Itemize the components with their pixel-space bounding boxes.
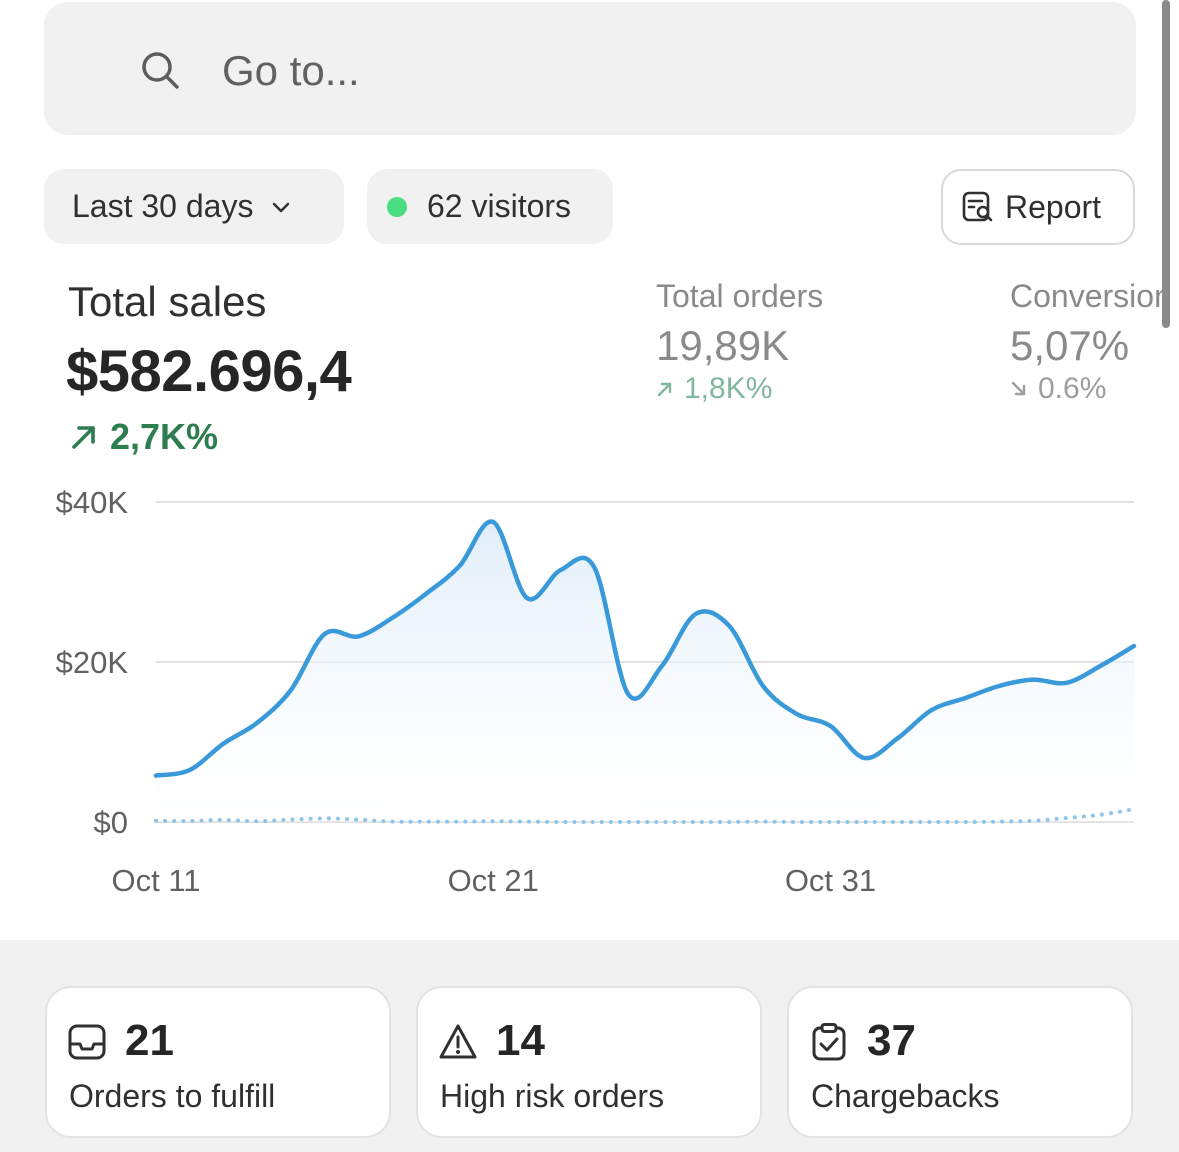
search-icon: [142, 52, 179, 89]
conversion-label: Conversion: [1010, 278, 1164, 314]
live-visitors-button[interactable]: 62 visitors: [367, 169, 613, 244]
conversion-change-value: 0.6%: [1038, 372, 1107, 405]
live-status-dot-icon: [387, 196, 407, 217]
total-sales-change: 2,7K%: [68, 416, 218, 458]
chargebacks-label: Chargebacks: [811, 1078, 1000, 1114]
sales-chart: $0 $20K $40K Oct 11 Oct 21 Oct 31: [56, 485, 1137, 898]
y-tick-label: $20K: [56, 645, 129, 680]
search-bar[interactable]: [44, 2, 1136, 135]
y-tick-label: $0: [94, 805, 128, 840]
high-risk-orders-label: High risk orders: [440, 1078, 665, 1114]
report-label: Report: [1005, 188, 1102, 225]
total-sales-value: $582.696,4: [66, 339, 352, 404]
warning-icon: [439, 1024, 477, 1059]
orders-to-fulfill-card[interactable]: 21 Orders to fulfill: [45, 986, 391, 1138]
report-button[interactable]: Report: [941, 169, 1135, 245]
orders-to-fulfill-count: 21: [125, 1016, 174, 1065]
date-range-selector[interactable]: Last 30 days: [44, 169, 344, 244]
clipboard-check-icon: [812, 1023, 846, 1061]
total-orders-change-value: 1,8K%: [684, 372, 773, 405]
arrow-down-right-icon: [1011, 381, 1026, 396]
sales-series-line: [153, 519, 1137, 778]
report-icon: [962, 191, 993, 222]
chargebacks-card[interactable]: 37 Chargebacks: [787, 986, 1133, 1138]
arrow-up-right-icon: [72, 426, 95, 449]
inbox-icon: [68, 1024, 106, 1060]
conversion-value: 5,07%: [1010, 322, 1130, 369]
total-sales-change-value: 2,7K%: [110, 416, 219, 457]
y-tick-label: $40K: [56, 485, 129, 520]
comparison-series-line: [154, 807, 1136, 825]
high-risk-orders-card[interactable]: 14 High risk orders: [416, 986, 762, 1138]
x-tick-label: Oct 11: [111, 863, 200, 898]
chargebacks-count: 37: [867, 1016, 916, 1065]
visitors-label: 62 visitors: [427, 188, 572, 224]
orders-to-fulfill-label: Orders to fulfill: [69, 1078, 276, 1114]
high-risk-orders-count: 14: [496, 1016, 545, 1065]
arrow-up-right-icon: [657, 382, 672, 397]
conversion-metric: Conversion 5,07% 0.6%: [1010, 272, 1164, 422]
total-sales-label: Total sales: [68, 278, 267, 325]
x-tick-label: Oct 21: [448, 863, 539, 898]
total-orders-change: 1,8K%: [656, 372, 772, 406]
chevron-down-icon: [273, 202, 290, 212]
total-orders-label: Total orders: [656, 278, 824, 314]
x-tick-label: Oct 31: [785, 863, 876, 898]
scrollbar[interactable]: [1162, 0, 1170, 328]
total-orders-value: 19,89K: [656, 322, 790, 369]
date-range-label: Last 30 days: [72, 188, 254, 224]
conversion-change: 0.6%: [1010, 372, 1106, 406]
search-input[interactable]: [222, 42, 1022, 100]
